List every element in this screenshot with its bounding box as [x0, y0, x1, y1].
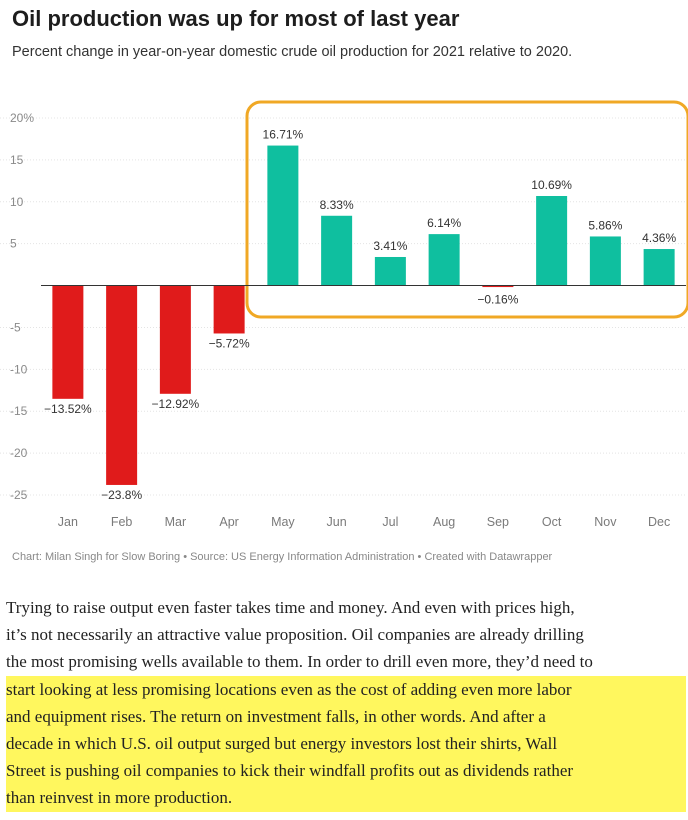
value-label: 16.71% [263, 128, 304, 142]
x-tick-label: Oct [542, 515, 562, 529]
x-tick-label: Jun [327, 515, 347, 529]
article-line-highlighted: Street is pushing oil companies to kick … [6, 757, 686, 785]
value-label: 4.36% [642, 231, 676, 245]
value-label: 10.69% [531, 178, 572, 192]
bar [106, 285, 138, 485]
bar [213, 285, 245, 334]
x-tick-label: Dec [648, 515, 670, 529]
x-tick-label: Aug [433, 515, 455, 529]
article-line: it’s not necessarily an attractive value… [6, 625, 584, 645]
chart-title: Oil production was up for most of last y… [12, 6, 460, 31]
bar [482, 285, 514, 288]
x-tick-label: Jan [58, 515, 78, 529]
value-label: −23.8% [101, 488, 142, 502]
bar [589, 236, 621, 286]
y-tick-label: -5 [10, 320, 21, 334]
article-line-highlighted: decade in which U.S. oil output surged b… [6, 730, 686, 758]
bar [267, 145, 299, 286]
y-tick-label: -10 [10, 362, 28, 376]
y-tick-label: -15 [10, 404, 28, 418]
x-tick-label: May [271, 515, 295, 529]
value-label: −0.16% [477, 293, 518, 307]
value-label: −5.72% [209, 336, 250, 350]
value-label: 6.14% [427, 216, 461, 230]
article-line: the most promising wells available to th… [6, 652, 593, 672]
article-line-highlighted: than reinvest in more production. [6, 784, 686, 812]
y-tick-label: 15 [10, 153, 24, 167]
x-tick-label: Apr [219, 515, 238, 529]
chart-subtitle: Percent change in year-on-year domestic … [12, 44, 573, 60]
article-line-highlighted: start looking at less promising location… [6, 675, 686, 703]
highlight-box [245, 100, 688, 319]
x-tick-label: Jul [382, 515, 398, 529]
bar [428, 234, 460, 286]
bar-chart: 20% 15 10 5 -5 -10 -15 -20 -25 −13.52% Jan −23.8% Fe… [0, 100, 688, 529]
x-tick-label: Sep [487, 515, 509, 529]
bar [321, 215, 353, 286]
bar [536, 195, 568, 286]
x-tick-label: Nov [594, 515, 617, 529]
article-line-highlighted: and equipment rises. The return on inves… [6, 702, 686, 731]
article-paragraph: Trying to raise output even faster takes… [6, 594, 686, 812]
chart-credit: Chart: Milan Singh for Slow Boring • Sou… [12, 551, 553, 563]
y-tick-label: -20 [10, 446, 28, 460]
article-line: Trying to raise output even faster takes… [6, 598, 575, 617]
y-tick-label: 20% [10, 111, 34, 125]
y-tick-label: -25 [10, 488, 28, 502]
x-tick-label: Mar [165, 515, 187, 529]
value-label: 5.86% [588, 218, 622, 232]
value-label: −12.92% [152, 397, 200, 411]
bar [643, 249, 675, 286]
bar [159, 285, 191, 394]
x-tick-label: Feb [111, 515, 133, 529]
value-label: 3.41% [373, 239, 407, 253]
y-tick-label: 10 [10, 195, 24, 209]
bar [52, 285, 84, 399]
value-label: 8.33% [320, 198, 354, 212]
y-tick-label: 5 [10, 237, 17, 251]
bar [374, 256, 406, 286]
value-label: −13.52% [44, 402, 92, 416]
